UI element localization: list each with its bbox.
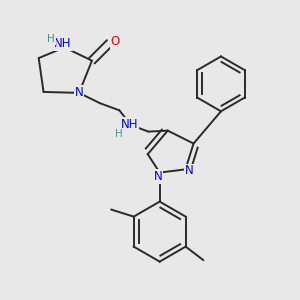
Text: NH: NH — [121, 118, 138, 131]
Text: NH: NH — [54, 37, 72, 50]
Text: N: N — [154, 170, 162, 183]
Text: N: N — [185, 164, 194, 178]
Text: N: N — [75, 86, 83, 99]
Text: H: H — [47, 34, 55, 44]
Text: H: H — [115, 129, 123, 139]
Text: O: O — [111, 35, 120, 48]
